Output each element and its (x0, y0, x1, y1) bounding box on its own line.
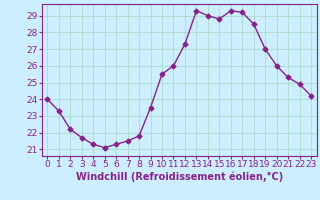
X-axis label: Windchill (Refroidissement éolien,°C): Windchill (Refroidissement éolien,°C) (76, 172, 283, 182)
